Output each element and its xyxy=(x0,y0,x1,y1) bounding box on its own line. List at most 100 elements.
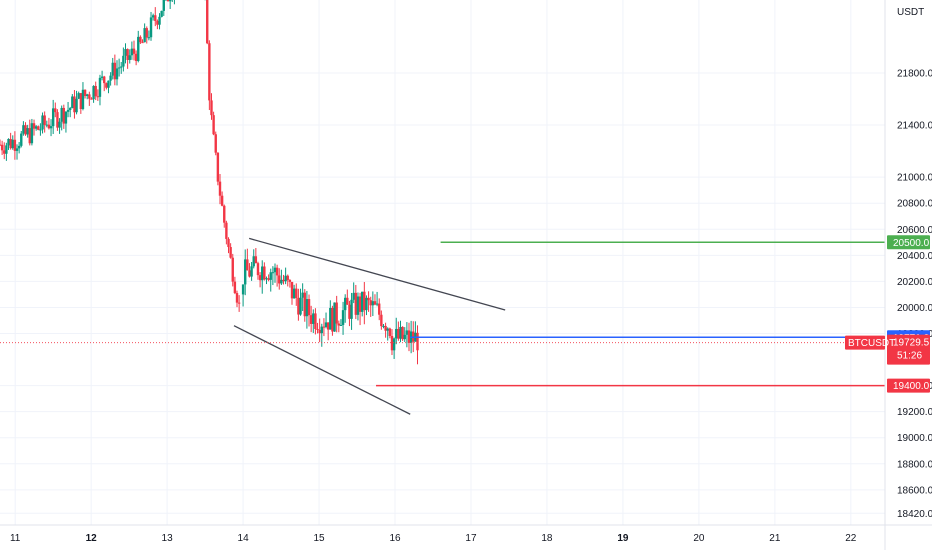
unit-label: USDT xyxy=(897,7,924,18)
candle-body xyxy=(132,48,136,54)
candle-body xyxy=(346,297,349,305)
candle-body xyxy=(98,77,102,97)
wedge-lines[interactable] xyxy=(233,237,506,415)
candle-body xyxy=(54,108,57,113)
last-price-text: 19729.5 xyxy=(893,338,930,349)
time-tick-label: 21 xyxy=(769,533,781,544)
candle-body xyxy=(361,291,364,312)
candle-body xyxy=(265,278,268,280)
price-tick-label: 20600.0 xyxy=(897,225,932,236)
candle-body xyxy=(158,16,161,25)
candle-body xyxy=(94,85,97,97)
horizontal-levels[interactable] xyxy=(0,241,885,387)
candle-body xyxy=(369,300,372,306)
candle-body xyxy=(60,107,63,122)
candle-body xyxy=(341,310,345,325)
candle-body xyxy=(77,93,80,99)
candle-body xyxy=(309,315,313,324)
candle-body xyxy=(405,330,409,335)
candle-body xyxy=(339,324,343,326)
candle-body xyxy=(100,76,104,78)
candle-body xyxy=(331,307,334,332)
price-tick-label: 19000.0 xyxy=(897,433,932,444)
price-tick-label: 21400.0 xyxy=(897,121,932,132)
price-axis-ticks[interactable]: 21800.0 21400.0 21000.0 20800.0 20600.0 20400… xyxy=(897,68,932,519)
candle-body xyxy=(103,76,106,84)
candle-body xyxy=(64,111,68,124)
candle-body xyxy=(49,126,53,129)
candle-body xyxy=(11,139,14,149)
candle-body xyxy=(62,107,66,124)
candle-body xyxy=(15,148,19,151)
grid xyxy=(0,0,885,525)
candle-body xyxy=(263,266,266,280)
time-tick-label: 12 xyxy=(86,533,98,544)
candle-body xyxy=(143,28,146,43)
candle-body xyxy=(160,10,163,17)
candle-body xyxy=(250,266,253,277)
candle-body xyxy=(316,328,319,330)
candle-body xyxy=(237,302,241,304)
support-price-tag xyxy=(887,378,930,393)
candle-body xyxy=(120,66,123,68)
candle-body xyxy=(286,275,289,280)
candle-body xyxy=(378,303,381,315)
candle-body xyxy=(149,17,153,38)
candle-body xyxy=(47,124,51,129)
candle-body xyxy=(5,145,8,154)
candle-body xyxy=(166,0,170,2)
candle-body xyxy=(386,328,389,331)
price-tick-label: 20400.0 xyxy=(897,251,932,262)
candle-body xyxy=(22,125,25,134)
price-tick-label: 18420.0 xyxy=(897,509,932,520)
candle-body xyxy=(137,36,140,61)
candle-body xyxy=(130,48,134,56)
candle-body xyxy=(348,304,351,319)
candle-body xyxy=(0,144,2,146)
candle-body xyxy=(75,98,78,113)
candle-body xyxy=(124,49,127,56)
wedge-lower-line xyxy=(233,325,411,415)
candle-body xyxy=(216,152,220,182)
time-tick-label: 15 xyxy=(313,533,325,544)
candle-body xyxy=(34,126,38,129)
price-tick-label: 20800.0 xyxy=(897,199,932,210)
candle-body xyxy=(312,313,315,324)
candle-body xyxy=(13,139,17,151)
candle-body xyxy=(208,43,211,101)
resistance-price-text: 20500.0 xyxy=(893,238,930,249)
candle-body xyxy=(280,279,283,284)
candle-body xyxy=(290,281,294,299)
time-tick-label: 22 xyxy=(845,533,857,544)
candle-body xyxy=(90,98,93,100)
candle-body xyxy=(333,302,336,332)
candle-body xyxy=(139,36,142,43)
candle-body xyxy=(28,128,31,144)
candle-body xyxy=(58,121,61,128)
time-axis-ticks[interactable]: 11 12 13 14 15 16 17 18 19 20 21 22 xyxy=(10,533,857,544)
candle-body xyxy=(335,302,338,324)
candle-body xyxy=(241,284,245,295)
candle-body xyxy=(156,20,159,25)
candle-body xyxy=(254,256,258,264)
candle-body xyxy=(41,115,44,130)
candle-body xyxy=(256,263,260,276)
candle-body xyxy=(88,94,91,99)
candle-body xyxy=(314,313,317,329)
candle-body xyxy=(246,259,249,271)
candle-body xyxy=(288,279,292,282)
candle-body xyxy=(343,297,347,311)
candle-body xyxy=(154,15,157,21)
candle-body xyxy=(318,329,321,334)
candle-body xyxy=(320,326,323,334)
candle-body xyxy=(403,334,406,340)
candle-body xyxy=(111,62,114,76)
candle-body xyxy=(284,275,287,282)
candle-body xyxy=(17,145,21,149)
candle-body xyxy=(231,257,234,282)
support-price-text: 19400.0 xyxy=(893,381,930,392)
candle-body xyxy=(105,83,108,88)
candle-body xyxy=(128,55,131,60)
candle-body xyxy=(210,100,213,116)
